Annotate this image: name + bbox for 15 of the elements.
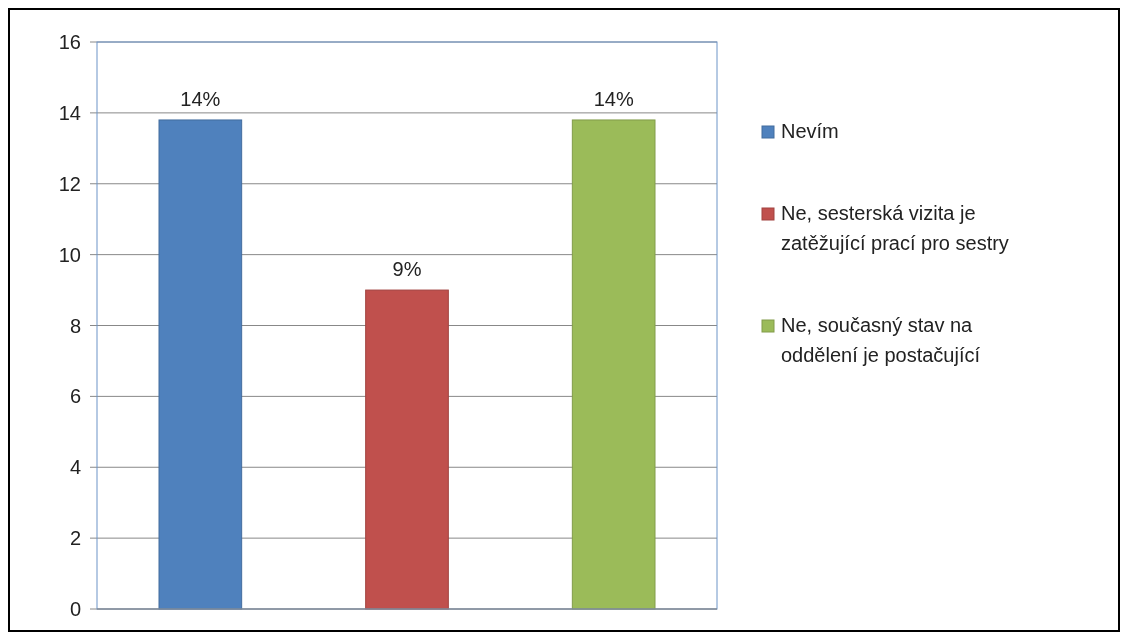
data-label: 9% <box>392 258 422 281</box>
y-tick-label: 16 <box>58 31 81 53</box>
legend-label: Ne, sesterská vizita je zatěžující prací pro sestry <box>781 202 1009 254</box>
y-tick-label: 14 <box>58 101 81 124</box>
y-tick-label: 2 <box>69 527 81 550</box>
y-tick-label: 0 <box>69 598 81 620</box>
y-tick-label: 12 <box>58 172 81 195</box>
data-label: 14% <box>180 87 221 110</box>
y-tick-label: 10 <box>58 243 81 266</box>
y-tick-label: 4 <box>69 456 81 479</box>
y-tick-label: 8 <box>69 314 81 337</box>
y-tick-label: 6 <box>69 385 81 408</box>
data-label: 14% <box>593 87 634 110</box>
legend-label: Nevím <box>781 120 839 142</box>
legend-label: Ne, současný stav na oddělení je postačující <box>781 314 981 366</box>
